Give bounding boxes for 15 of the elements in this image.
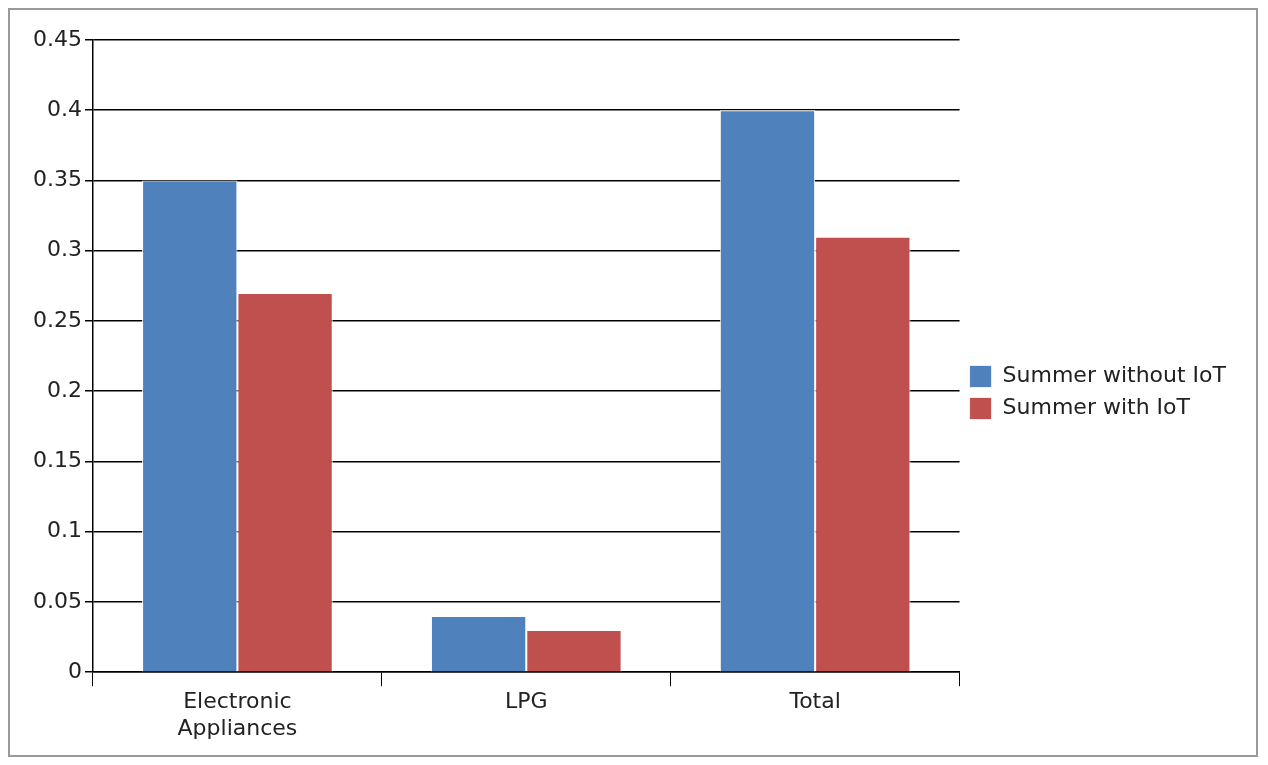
y-tick-label: 0.25 [33,306,82,332]
x-tick-label: Electronic Appliances [177,688,298,740]
y-tick-label: 0.3 [46,236,82,262]
y-tick-label: 0.35 [33,166,82,192]
y-tick-label: 0.15 [33,447,82,473]
x-tick-label: LPG [504,688,548,714]
y-tick-label: 0.45 [33,25,82,51]
legend-label: Summer with IoT [1002,394,1191,420]
y-tick-label: 0.1 [46,517,82,543]
y-tick-label: 0.05 [33,587,82,613]
x-tick-label: Total [788,688,841,714]
y-tick-label: 0.4 [46,95,82,121]
legend-label: Summer without IoT [1002,362,1227,388]
y-tick-label: 0.2 [46,376,82,402]
y-tick-label: 0 [67,657,82,683]
